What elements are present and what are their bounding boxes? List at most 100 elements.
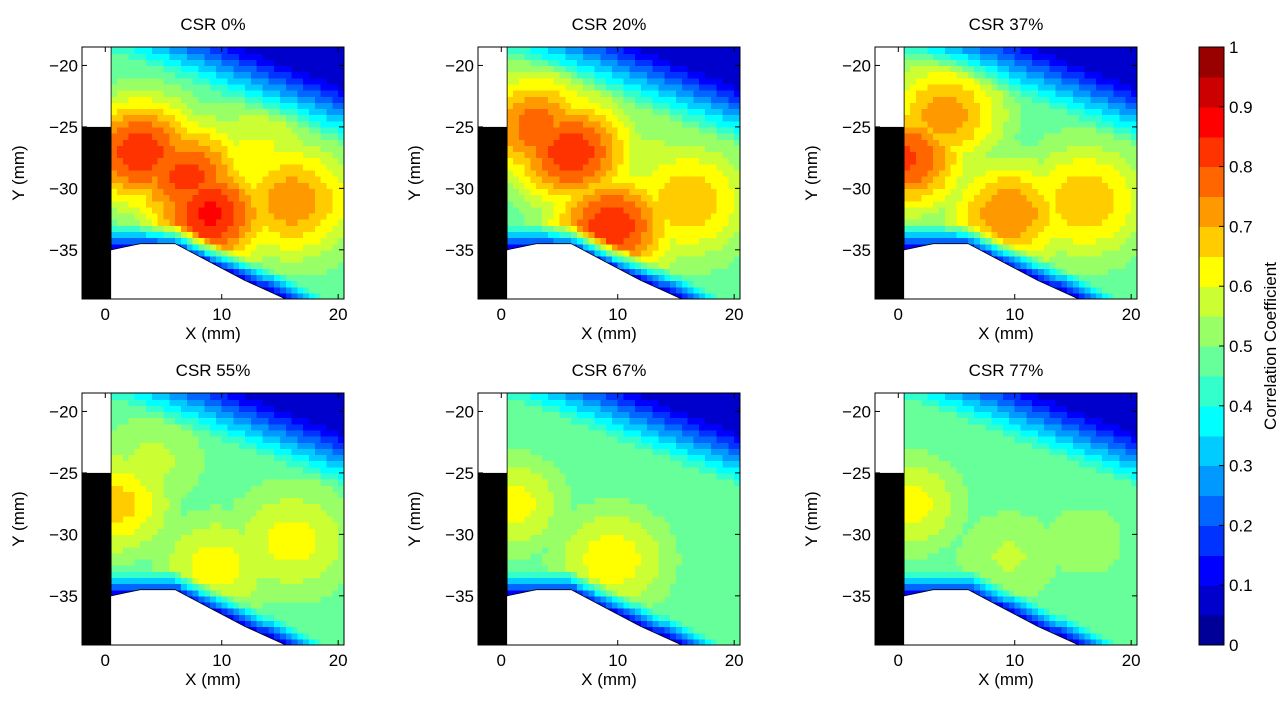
heat-cell xyxy=(285,126,293,134)
heat-cell xyxy=(262,280,269,288)
heat-cell xyxy=(722,53,729,60)
heat-cell xyxy=(116,120,124,128)
heat-cell xyxy=(1119,145,1126,153)
heat-cell xyxy=(1090,96,1097,103)
heat-cell xyxy=(973,262,981,269)
heat-cell xyxy=(1049,274,1057,282)
heat-cell xyxy=(646,90,654,97)
heat-cell xyxy=(547,268,555,276)
heat-cell xyxy=(192,206,200,214)
x-tick-label: 20 xyxy=(1122,305,1141,324)
heat-cell xyxy=(950,274,958,282)
heat-cell xyxy=(1014,133,1022,140)
heat-cell xyxy=(565,151,572,159)
heat-cell xyxy=(939,157,946,165)
heat-cell xyxy=(927,219,934,226)
heat-cell xyxy=(699,83,706,91)
heat-cell xyxy=(169,249,176,257)
heat-cell xyxy=(180,280,188,288)
heat-cell xyxy=(693,200,700,208)
heat-cell xyxy=(1003,243,1010,251)
heat-cell xyxy=(297,47,304,54)
heat-cell xyxy=(175,120,182,128)
heat-cell xyxy=(997,53,1004,60)
heat-cell xyxy=(518,249,526,257)
heat-cell xyxy=(268,163,275,171)
heat-cell xyxy=(1096,286,1103,294)
heat-cell xyxy=(204,169,211,177)
heat-cell xyxy=(985,47,993,54)
heat-cell xyxy=(151,163,159,171)
heat-cell xyxy=(670,200,677,208)
heat-cell xyxy=(524,114,531,122)
heat-cell xyxy=(606,83,613,91)
heat-cell xyxy=(915,59,923,67)
heat-cell xyxy=(1067,59,1074,67)
heat-cell xyxy=(705,280,712,288)
heat-cell xyxy=(933,212,940,220)
heat-cell xyxy=(542,145,549,153)
heat-cell xyxy=(1020,71,1027,79)
heat-cell xyxy=(512,53,520,60)
heat-cell xyxy=(338,286,344,294)
heat-cell xyxy=(245,188,252,196)
heat-cell xyxy=(1072,274,1080,282)
heat-cell xyxy=(268,219,275,226)
heat-cell xyxy=(635,108,642,116)
heat-cell xyxy=(1072,108,1080,116)
heat-cell xyxy=(734,65,740,73)
heat-cell xyxy=(1102,108,1109,116)
heat-cell xyxy=(1067,71,1074,79)
heat-cell xyxy=(530,108,537,116)
heat-cell xyxy=(1131,133,1137,140)
heat-cell xyxy=(338,219,344,226)
heat-cell xyxy=(268,231,275,239)
heat-cell xyxy=(1008,206,1016,214)
heat-cell xyxy=(617,133,625,140)
heat-cell xyxy=(652,151,660,159)
heat-cell xyxy=(512,188,520,196)
heat-cell xyxy=(652,108,660,116)
heat-cell xyxy=(722,77,729,85)
heat-cell xyxy=(611,280,619,288)
heat-cell xyxy=(134,169,141,177)
heat-cell xyxy=(512,255,520,263)
heat-cell xyxy=(279,120,287,128)
heat-cell xyxy=(664,83,671,91)
heat-cell xyxy=(1026,163,1033,171)
heat-cell xyxy=(542,274,549,282)
heat-cell xyxy=(157,200,165,208)
heat-cell xyxy=(314,90,322,97)
heat-cell xyxy=(116,96,124,103)
heat-cell xyxy=(675,126,683,134)
panel-title: CSR 20% xyxy=(572,15,647,34)
heat-cell xyxy=(221,114,229,122)
heat-cell xyxy=(227,53,234,60)
heat-cell xyxy=(705,249,712,257)
heat-cell xyxy=(933,126,940,134)
heat-cell xyxy=(163,102,170,110)
heat-cell xyxy=(594,243,601,251)
heat-cell xyxy=(944,206,952,214)
heat-cell xyxy=(611,188,619,196)
heat-cell xyxy=(245,77,252,85)
heat-cell xyxy=(309,139,316,146)
heat-cell xyxy=(728,133,735,140)
heat-cell xyxy=(227,255,234,263)
heat-cell xyxy=(239,286,246,294)
heat-cell xyxy=(1084,206,1092,214)
heat-cell xyxy=(279,249,287,257)
heat-cell xyxy=(553,133,561,140)
heat-cell xyxy=(968,231,975,239)
wall-block xyxy=(478,126,508,299)
heat-cell xyxy=(681,280,689,288)
heat-cell xyxy=(693,145,700,153)
heat-cell xyxy=(338,90,344,97)
heat-cell xyxy=(997,163,1004,171)
heat-cell xyxy=(332,151,339,159)
heat-cell xyxy=(921,163,928,171)
heat-cell xyxy=(1043,176,1051,183)
heat-cell xyxy=(710,53,718,60)
heat-cell xyxy=(933,194,940,202)
heat-cell xyxy=(204,231,211,239)
